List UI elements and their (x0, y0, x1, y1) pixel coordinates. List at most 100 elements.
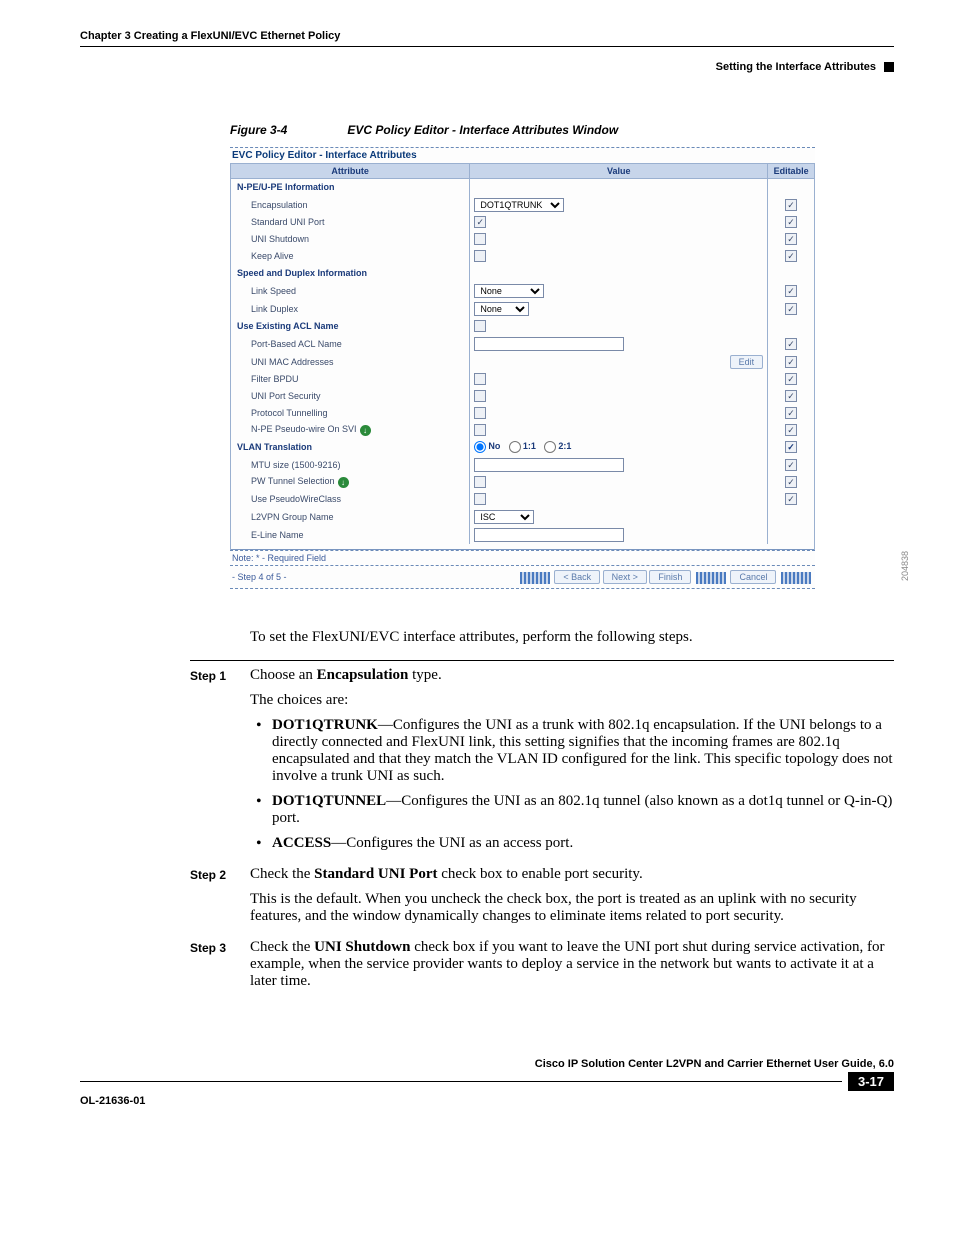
table-row: N-PE Pseudo-wire On SVI↓ ✓ (231, 422, 815, 439)
npe-pseudowire-svi-checkbox[interactable] (474, 424, 486, 436)
table-row: UNI MAC Addresses Edit ✓ (231, 353, 815, 371)
progress-bar-icon (781, 572, 811, 584)
port-based-acl-input[interactable] (474, 337, 624, 351)
editable-checkbox[interactable]: ✓ (785, 459, 797, 471)
step-1: Step 1 Choose an Encapsulation type. The… (190, 667, 894, 860)
footer-title: Cisco IP Solution Center L2VPN and Carri… (80, 1058, 894, 1070)
table-row: Keep Alive ✓ (231, 248, 815, 265)
attr-filter-bpdu: Filter BPDU (231, 371, 470, 388)
step-3-label: Step 3 (190, 939, 250, 998)
attr-use-existing-acl: Use Existing ACL Name (231, 318, 470, 335)
table-row: L2VPN Group Name ISC (231, 508, 815, 526)
editable-checkbox[interactable]: ✓ (785, 233, 797, 245)
editable-checkbox[interactable]: ✓ (785, 373, 797, 385)
standard-uni-port-checkbox[interactable]: ✓ (474, 216, 486, 228)
table-row: Standard UNI Port ✓ ✓ (231, 214, 815, 231)
editable-checkbox[interactable]: ✓ (785, 250, 797, 262)
table-row: UNI Port Security ✓ (231, 388, 815, 405)
document-id: OL-21636-01 (80, 1095, 894, 1107)
editable-checkbox[interactable]: ✓ (785, 338, 797, 350)
section-speed-duplex: Speed and Duplex Information (231, 265, 470, 282)
figure-title: EVC Policy Editor - Interface Attributes… (347, 123, 618, 137)
keep-alive-checkbox[interactable] (474, 250, 486, 262)
filter-bpdu-checkbox[interactable] (474, 373, 486, 385)
encapsulation-select[interactable]: DOT1QTRUNK (474, 198, 564, 212)
page-number-badge: 3-17 (848, 1072, 894, 1091)
info-icon[interactable]: ↓ (360, 425, 371, 436)
editable-checkbox[interactable]: ✓ (785, 493, 797, 505)
attr-vlan-translation: VLAN Translation (231, 439, 470, 456)
step-2: Step 2 Check the Standard UNI Port check… (190, 866, 894, 933)
editable-checkbox[interactable]: ✓ (785, 390, 797, 402)
finish-button[interactable]: Finish (649, 570, 691, 584)
table-row: Use Existing ACL Name (231, 318, 815, 335)
editable-checkbox[interactable]: ✓ (785, 441, 797, 453)
footer-rule (80, 1081, 842, 1082)
list-item: DOT1QTRUNK—Configures the UNI as a trunk… (272, 717, 894, 785)
protocol-tunnelling-checkbox[interactable] (474, 407, 486, 419)
attr-link-duplex: Link Duplex (231, 300, 470, 318)
attr-protocol-tunnelling: Protocol Tunnelling (231, 405, 470, 422)
table-row: Filter BPDU ✓ (231, 371, 815, 388)
eline-name-input[interactable] (474, 528, 624, 542)
editable-checkbox[interactable]: ✓ (785, 424, 797, 436)
figure-caption: Figure 3-4EVC Policy Editor - Interface … (230, 123, 894, 137)
use-pseudowireclass-checkbox[interactable] (474, 493, 486, 505)
table-row: VLAN Translation No 1:1 2:1 ✓ (231, 439, 815, 456)
step-2-label: Step 2 (190, 866, 250, 933)
table-row: UNI Shutdown ✓ (231, 231, 815, 248)
attributes-table: Attribute Value Editable N-PE/U-PE Infor… (230, 163, 815, 550)
table-row: PW Tunnel Selection↓ ✓ (231, 474, 815, 491)
attr-mtu-size: MTU size (1500-9216) (231, 456, 470, 474)
vlan-11-radio[interactable] (509, 441, 521, 453)
figure-3-4: EVC Policy Editor - Interface Attributes… (230, 147, 894, 589)
evc-policy-editor-window: EVC Policy Editor - Interface Attributes… (230, 147, 815, 589)
table-row: Use PseudoWireClass ✓ (231, 491, 815, 508)
uni-shutdown-checkbox[interactable] (474, 233, 486, 245)
table-row: Link Speed None ✓ (231, 282, 815, 300)
attr-l2vpn-group-name: L2VPN Group Name (231, 508, 470, 526)
uni-port-security-checkbox[interactable] (474, 390, 486, 402)
edit-button[interactable]: Edit (730, 355, 764, 369)
link-speed-select[interactable]: None (474, 284, 544, 298)
table-row: E-Line Name (231, 526, 815, 544)
list-item: DOT1QTUNNEL—Configures the UNI as an 802… (272, 793, 894, 827)
editable-checkbox[interactable]: ✓ (785, 199, 797, 211)
col-value: Value (470, 164, 768, 179)
mtu-size-input[interactable] (474, 458, 624, 472)
vlan-21-radio[interactable] (544, 441, 556, 453)
section-npe-upe: N-PE/U-PE Information (231, 179, 470, 196)
editable-checkbox[interactable]: ✓ (785, 407, 797, 419)
attr-pw-tunnel-selection: PW Tunnel Selection↓ (231, 474, 470, 491)
figure-id-number: 204838 (900, 551, 910, 581)
progress-bar-icon (696, 572, 726, 584)
back-button[interactable]: < Back (554, 570, 600, 584)
section-header: Setting the Interface Attributes (80, 61, 894, 73)
editable-checkbox[interactable]: ✓ (785, 476, 797, 488)
attr-standard-uni-port: Standard UNI Port (231, 214, 470, 231)
editable-checkbox[interactable]: ✓ (785, 216, 797, 228)
page-footer: Cisco IP Solution Center L2VPN and Carri… (80, 1058, 894, 1107)
window-title: EVC Policy Editor - Interface Attributes (230, 147, 815, 163)
table-row: Speed and Duplex Information (231, 265, 815, 282)
table-row: Protocol Tunnelling ✓ (231, 405, 815, 422)
next-button[interactable]: Next > (603, 570, 647, 584)
editable-checkbox[interactable]: ✓ (785, 285, 797, 297)
cancel-button[interactable]: Cancel (730, 570, 776, 584)
attr-npe-pseudowire-svi: N-PE Pseudo-wire On SVI↓ (231, 422, 470, 439)
editable-checkbox[interactable]: ✓ (785, 303, 797, 315)
table-row: Link Duplex None ✓ (231, 300, 815, 318)
required-field-note: Note: * - Required Field (230, 550, 815, 565)
l2vpn-group-select[interactable]: ISC (474, 510, 534, 524)
attr-keep-alive: Keep Alive (231, 248, 470, 265)
step-3: Step 3 Check the UNI Shutdown check box … (190, 939, 894, 998)
progress-bar-icon (520, 572, 550, 584)
pw-tunnel-selection-checkbox[interactable] (474, 476, 486, 488)
encapsulation-choices-list: DOT1QTRUNK—Configures the UNI as a trunk… (250, 717, 894, 852)
vlan-no-radio[interactable] (474, 441, 486, 453)
editable-checkbox[interactable]: ✓ (785, 356, 797, 368)
attr-uni-mac-addresses: UNI MAC Addresses (231, 353, 470, 371)
link-duplex-select[interactable]: None (474, 302, 529, 316)
info-icon[interactable]: ↓ (338, 477, 349, 488)
use-existing-acl-checkbox[interactable] (474, 320, 486, 332)
